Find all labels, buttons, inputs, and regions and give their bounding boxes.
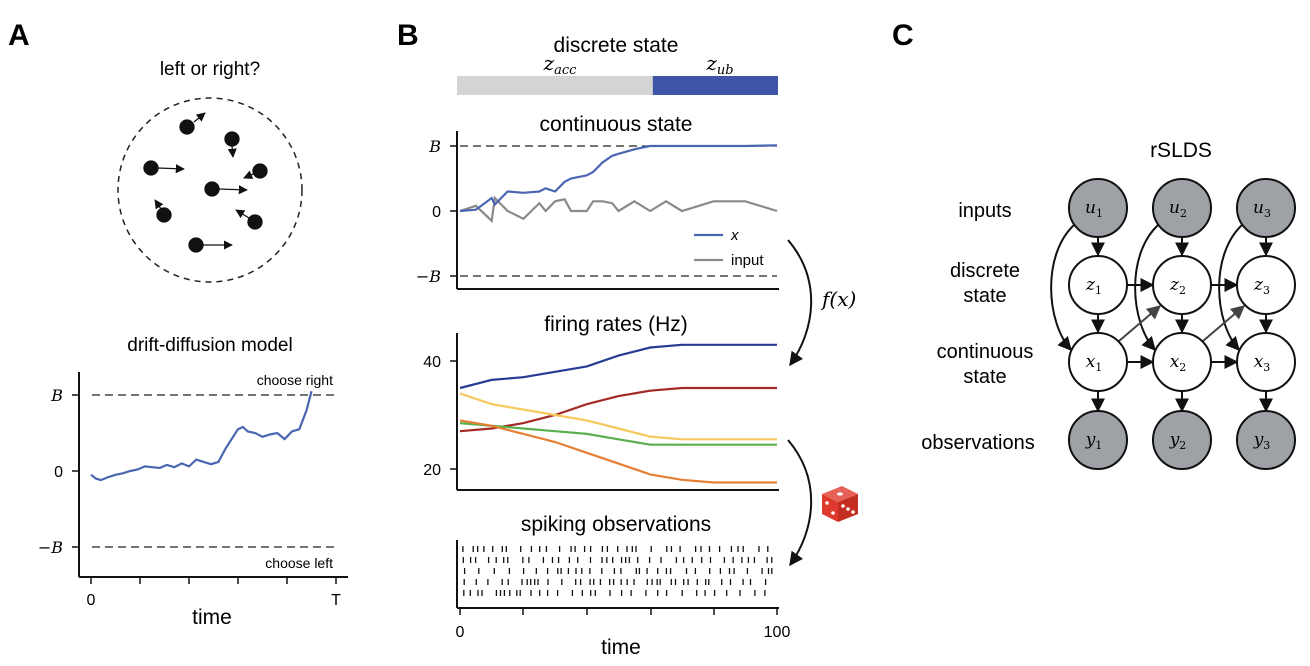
ddm-ytick-b: B xyxy=(50,386,63,405)
zub-subscript: ub xyxy=(717,63,734,78)
row-label-observations: observations xyxy=(921,432,1034,454)
sample-arrow xyxy=(787,439,813,567)
rate-line xyxy=(459,386,777,433)
rate-line xyxy=(459,343,777,390)
rate-line xyxy=(459,419,777,484)
legend-label-input: input xyxy=(731,252,764,269)
node-z1 xyxy=(1068,255,1128,315)
rslds-title: rSLDS xyxy=(1150,139,1212,162)
ddm-xtick-0: 0 xyxy=(87,592,96,609)
recurrent-edges xyxy=(1118,305,1246,342)
node-y2 xyxy=(1152,410,1212,470)
panel-c: C rSLDS inputs discrete state continuous s… xyxy=(892,19,1296,470)
rate-line xyxy=(459,422,777,446)
row-label-discrete: discrete state xyxy=(950,260,1020,307)
node-x1 xyxy=(1068,332,1128,392)
ddm-trace xyxy=(90,390,313,482)
dot xyxy=(143,160,159,176)
panel-b: B discrete state zacc zub continuous sta… xyxy=(397,19,858,659)
panel-a: A left or right? drift-diffusion model xyxy=(8,19,348,629)
row-label-inputs: inputs xyxy=(958,200,1011,222)
node-u3 xyxy=(1236,178,1296,238)
rate-lines xyxy=(459,343,777,484)
node-y1 xyxy=(1068,410,1128,470)
dice-icon xyxy=(822,486,858,522)
panel-letter-a: A xyxy=(8,19,30,52)
graph-nodes xyxy=(1068,178,1296,470)
row-label-continuous: continuous state xyxy=(937,341,1034,388)
node-x2 xyxy=(1152,332,1212,392)
dot xyxy=(188,237,204,253)
ddm-ytick-0: 0 xyxy=(54,464,63,481)
moving-dots xyxy=(143,112,268,253)
discrete-label-zub: zub xyxy=(705,51,733,78)
input-trace xyxy=(459,195,778,224)
dot xyxy=(224,131,240,147)
ddm-ytick-negb: −B xyxy=(38,538,63,557)
continuous-ytick-0: 0 xyxy=(432,204,441,221)
zacc-subscript: acc xyxy=(554,63,577,78)
firing-title: firing rates (Hz) xyxy=(544,313,688,336)
panel-letter-c: C xyxy=(892,19,914,52)
spiking-title: spiking observations xyxy=(521,513,711,536)
ddm-xtick-t: T xyxy=(331,592,341,609)
discrete-bar-zub xyxy=(652,76,778,95)
choose-left-label: choose left xyxy=(265,555,333,571)
dot xyxy=(247,214,263,230)
dot xyxy=(156,207,172,223)
ddm-title: drift-diffusion model xyxy=(127,335,292,356)
fx-arrow xyxy=(787,239,813,367)
panel-letter-b: B xyxy=(397,19,419,52)
firing-ytick-20: 20 xyxy=(423,462,441,479)
spike-raster xyxy=(462,546,773,596)
dot xyxy=(204,181,220,197)
discrete-title: discrete state xyxy=(554,34,679,57)
continuous-ytick-b: B xyxy=(428,137,441,156)
node-y3 xyxy=(1236,410,1296,470)
node-u2 xyxy=(1152,178,1212,238)
graph-edges xyxy=(1050,224,1273,413)
dot-field xyxy=(117,97,303,283)
discrete-bar-zacc xyxy=(457,76,653,95)
continuous-ytick-negb: −B xyxy=(416,267,441,286)
dot xyxy=(179,119,195,135)
choose-right-label: choose right xyxy=(257,372,333,388)
spiking-xlabel: time xyxy=(601,636,641,659)
legend-label-x: x xyxy=(730,227,739,244)
ddm-xlabel: time xyxy=(192,606,232,629)
node-u1 xyxy=(1068,178,1128,238)
fx-label: f(x) xyxy=(820,287,856,311)
rate-line xyxy=(459,392,777,441)
x-trace xyxy=(459,144,778,213)
firing-ytick-40: 40 xyxy=(423,354,441,371)
spiking-xtick-100: 100 xyxy=(764,624,791,641)
node-x3 xyxy=(1236,332,1296,392)
continuous-title: continuous state xyxy=(540,113,693,136)
node-z3 xyxy=(1236,255,1296,315)
question-label: left or right? xyxy=(160,59,260,80)
spiking-xtick-0: 0 xyxy=(456,624,465,641)
node-z2 xyxy=(1152,255,1212,315)
dot xyxy=(252,163,268,179)
